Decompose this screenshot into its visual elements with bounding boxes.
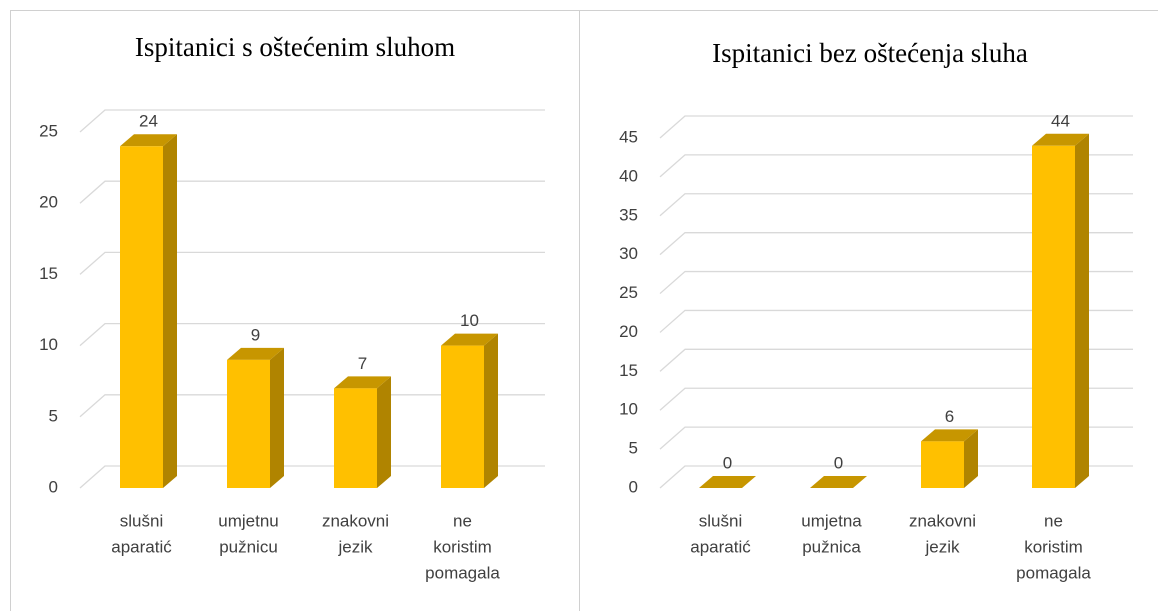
y-tick-label: 15	[39, 264, 58, 283]
bar	[334, 388, 377, 488]
data-label: 24	[139, 112, 158, 131]
data-label: 0	[834, 453, 843, 472]
bar-top	[1032, 133, 1089, 146]
x-tick-label: ne	[1044, 511, 1063, 530]
grid-line	[79, 322, 545, 347]
y-tick-label: 0	[629, 477, 638, 496]
bar-side	[270, 347, 284, 488]
grid-line	[79, 394, 545, 418]
x-tick-label: umjetna	[801, 511, 862, 530]
data-label: 9	[251, 325, 260, 344]
data-label: 10	[460, 311, 479, 330]
bar	[120, 146, 163, 489]
grid-line	[659, 465, 1133, 489]
chart-title: Ispitanici bez oštećenja sluha	[712, 38, 1028, 68]
bar-top	[699, 476, 756, 488]
x-tick-label: pomagala	[425, 563, 500, 582]
x-tick-label: umjetnu	[218, 511, 278, 530]
x-tick-label: aparatić	[690, 537, 751, 556]
x-tick-label: pužnica	[802, 537, 861, 556]
grid-line	[79, 109, 545, 133]
y-tick-label: 20	[619, 322, 638, 341]
y-tick-label: 30	[619, 244, 638, 263]
x-tick-label: znakovni	[322, 511, 389, 530]
y-tick-label: 45	[619, 127, 638, 146]
x-tick-label: pužnicu	[219, 537, 278, 556]
y-tick-label: 25	[39, 121, 58, 140]
bar-top	[441, 333, 498, 346]
x-tick-label: slušni	[120, 511, 163, 530]
grid-line	[79, 180, 545, 204]
y-tick-label: 10	[39, 335, 58, 354]
bar-side	[163, 134, 177, 489]
x-tick-label: aparatić	[111, 537, 172, 556]
x-tick-label: jezik	[337, 537, 373, 556]
bar-top	[921, 429, 978, 442]
grid-line	[659, 426, 1133, 450]
grid-line	[659, 193, 1133, 217]
grid-line	[659, 387, 1133, 411]
bar	[921, 441, 964, 488]
grid-line	[659, 115, 1133, 139]
grid-line	[79, 251, 545, 275]
x-tick-label: ne	[453, 511, 472, 530]
bar-top	[227, 347, 284, 360]
y-tick-label: 35	[619, 205, 638, 224]
y-tick-label: 10	[619, 400, 638, 419]
data-label: 0	[723, 453, 732, 472]
bar-side	[1075, 133, 1089, 488]
panel-left	[10, 10, 580, 611]
grid-line	[659, 309, 1133, 333]
x-tick-label: jezik	[924, 537, 960, 556]
data-label: 6	[945, 407, 954, 426]
grid-line	[659, 348, 1133, 372]
data-label: 44	[1051, 111, 1070, 130]
data-label: 7	[358, 354, 367, 373]
y-tick-label: 5	[49, 406, 58, 425]
y-tick-label: 5	[629, 439, 638, 458]
bar-side	[964, 429, 978, 488]
grid-line	[659, 232, 1133, 256]
x-tick-label: koristim	[1024, 537, 1083, 556]
bar-side	[377, 376, 391, 488]
chart-title: Ispitanici s oštećenim sluhom	[135, 32, 455, 62]
y-tick-label: 20	[39, 193, 58, 212]
x-tick-label: pomagala	[1016, 563, 1091, 582]
grid-line	[79, 465, 545, 489]
y-tick-label: 25	[619, 283, 638, 302]
bar-top	[810, 476, 867, 488]
bar-top	[120, 134, 177, 147]
grid-line	[659, 270, 1133, 295]
y-tick-label: 40	[619, 166, 638, 185]
y-tick-label: 0	[49, 477, 58, 496]
bar-side	[484, 333, 498, 488]
x-tick-label: slušni	[699, 511, 742, 530]
bar	[227, 359, 270, 488]
bar-top	[334, 376, 391, 389]
bar	[441, 345, 484, 488]
x-tick-label: koristim	[433, 537, 492, 556]
grid-line	[659, 154, 1133, 178]
bar	[1032, 145, 1075, 488]
y-tick-label: 15	[619, 361, 638, 380]
x-tick-label: znakovni	[909, 511, 976, 530]
